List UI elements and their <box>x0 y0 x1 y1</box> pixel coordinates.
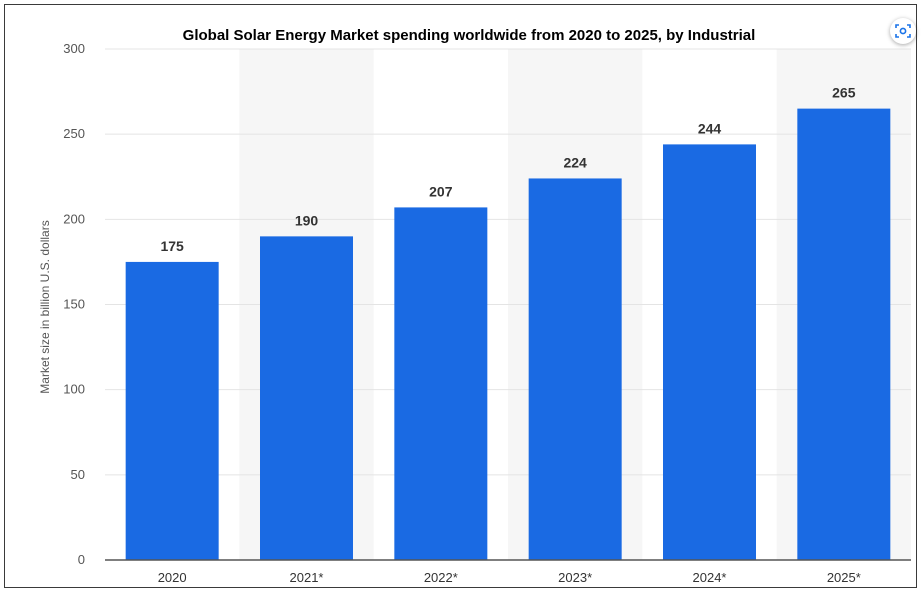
x-tick-label: 2023* <box>558 570 592 585</box>
gridlines <box>105 48 911 476</box>
bar <box>797 108 891 560</box>
data-label: 175 <box>160 238 184 254</box>
bar <box>125 261 219 560</box>
x-tick-label: 2021* <box>290 570 324 585</box>
data-label: 224 <box>563 154 587 170</box>
bar <box>663 144 756 561</box>
y-tick-label: 100 <box>63 382 85 397</box>
chart-title: Global Solar Energy Market spending worl… <box>183 27 756 44</box>
bar-chart: 0 50 100 150 200 250 300 175 190 207 224 244 265 20… <box>38 27 911 585</box>
visual-search-button[interactable] <box>890 18 916 44</box>
y-tick-label: 50 <box>71 467 85 482</box>
data-label: 207 <box>429 183 453 199</box>
chart-frame: 0 50 100 150 200 250 300 175 190 207 224 244 265 20… <box>4 4 917 588</box>
data-labels: 175 190 207 224 244 265 <box>160 85 855 254</box>
x-axis-ticks: 2020 2021* 2022* 2023* 2024* 2025* <box>158 570 861 585</box>
data-label: 265 <box>832 85 856 101</box>
y-axis-label: Market size in billion U.S. dollars <box>38 220 52 393</box>
y-axis-ticks: 0 50 100 150 200 250 300 <box>63 41 85 567</box>
x-tick-label: 2020 <box>158 570 187 585</box>
x-tick-label: 2022* <box>424 570 458 585</box>
x-tick-label: 2024* <box>693 570 727 585</box>
bars <box>125 108 891 561</box>
x-tick-label: 2025* <box>827 570 861 585</box>
y-tick-label: 0 <box>78 552 85 567</box>
bar <box>394 207 488 560</box>
y-tick-label: 150 <box>63 297 85 312</box>
lens-icon <box>895 24 911 38</box>
data-label: 244 <box>698 120 722 136</box>
y-tick-label: 300 <box>63 41 85 56</box>
bar <box>528 178 622 560</box>
bar <box>260 236 353 560</box>
y-tick-label: 250 <box>63 126 85 141</box>
y-tick-label: 200 <box>63 211 85 226</box>
data-label: 190 <box>295 212 319 228</box>
